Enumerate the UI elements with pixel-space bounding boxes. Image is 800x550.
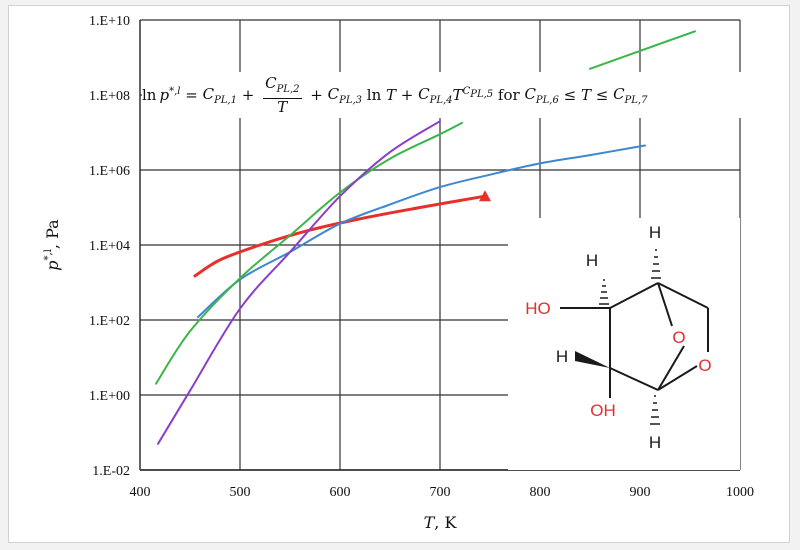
equation-fraction: CPL,2 T [263, 74, 302, 116]
series-marker-triangle [479, 190, 491, 202]
atom-oh: OH [590, 401, 616, 420]
y-tick-label: 1.E+10 [89, 14, 130, 29]
series-line-2 [197, 144, 646, 318]
x-tick-label: 1000 [726, 485, 754, 500]
x-tick-label: 500 [230, 485, 251, 500]
atom-h-bottom: H [649, 433, 661, 452]
series-layer [155, 30, 696, 445]
x-axis-title: T, K [424, 513, 458, 532]
series-line-4 [589, 30, 696, 70]
series-line-3 [155, 121, 463, 385]
hashed-bonds [599, 249, 661, 425]
atom-h-upper-left: H [586, 251, 598, 270]
x-tick-label: 800 [530, 485, 551, 500]
y-tick-label: 1.E+08 [89, 89, 130, 104]
molecule-bonds [560, 282, 709, 398]
atom-h-left: H [556, 347, 568, 366]
y-tick-label: 1.E+04 [89, 239, 130, 254]
molecule-backdrop [508, 218, 740, 470]
x-tick-label: 900 [630, 485, 651, 500]
series-line-5 [157, 120, 441, 445]
tick-labels: 400 500 600 700 800 900 1000 1.E-02 1.E+00 1.E+02… [89, 14, 754, 500]
y-tick-label: 1.E+06 [89, 164, 130, 179]
atom-o-bridge: O [672, 328, 685, 347]
x-tick-label: 400 [130, 485, 151, 500]
y-axis-title: p*,l, Pa [43, 219, 62, 271]
molecule-structure: H H HO H OH H O O [508, 218, 740, 470]
x-tick-label: 700 [430, 485, 451, 500]
wedge-bond [575, 351, 610, 368]
y-tick-label: 1.E-02 [92, 464, 130, 479]
y-tick-label: 1.E+00 [89, 389, 130, 404]
equation-annotation: ln p*,l = CPL,1 + CPL,2 T + CPL,3 ln T +… [142, 72, 752, 118]
x-tick-label: 600 [330, 485, 351, 500]
atom-ho: HO [525, 299, 551, 318]
atom-h-top: H [649, 223, 661, 242]
atom-o-ring: O [698, 356, 711, 375]
y-tick-label: 1.E+02 [89, 314, 130, 329]
